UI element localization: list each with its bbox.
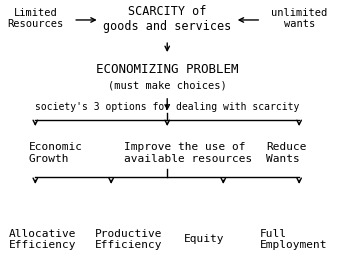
Text: Economic
Growth: Economic Growth	[29, 143, 83, 164]
Text: Improve the use of
available resources: Improve the use of available resources	[124, 143, 253, 164]
Text: Full
Employment: Full Employment	[260, 228, 327, 250]
Text: SCARCITY of
goods and services: SCARCITY of goods and services	[103, 5, 231, 33]
Text: Productive
Efficiency: Productive Efficiency	[95, 228, 162, 250]
Text: unlimited
wants: unlimited wants	[271, 8, 327, 30]
Text: (must make choices): (must make choices)	[108, 81, 227, 91]
Text: Reduce
Wants: Reduce Wants	[266, 143, 307, 164]
Text: Limited
Resources: Limited Resources	[7, 8, 63, 30]
Text: ECONOMIZING PROBLEM: ECONOMIZING PROBLEM	[96, 63, 238, 76]
Text: Equity: Equity	[184, 234, 224, 244]
Text: Allocative
Efficiency: Allocative Efficiency	[9, 228, 76, 250]
Text: society's 3 options for dealing with scarcity: society's 3 options for dealing with sca…	[35, 102, 299, 112]
